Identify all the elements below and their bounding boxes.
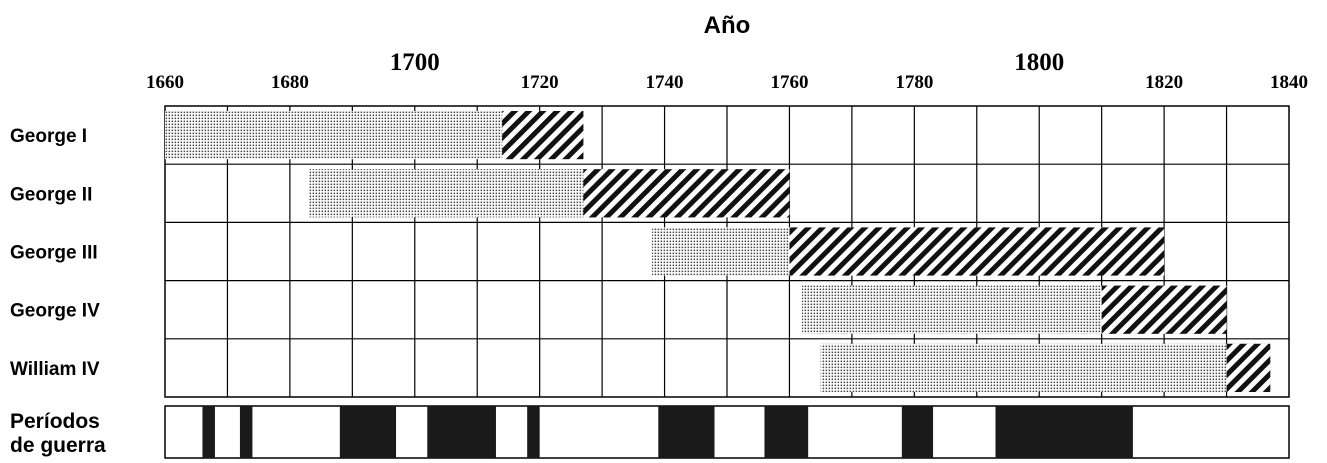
tick-label: 1760 (770, 72, 808, 93)
war-period (764, 406, 809, 458)
tick-label: 1780 (895, 72, 933, 93)
tick-label: 1820 (1145, 72, 1183, 93)
reign-bar (1101, 285, 1227, 334)
row-label: George III (10, 243, 98, 264)
war-row-label-line: de guerra (10, 434, 106, 457)
row-label: William IV (10, 359, 100, 380)
reign-bar (502, 111, 584, 160)
chart-title: Año (704, 12, 751, 39)
war-periods-row (164, 405, 1290, 459)
life-bar (820, 343, 1271, 392)
war-period (339, 406, 397, 458)
war-period (527, 406, 540, 458)
war-period (427, 406, 496, 458)
war-row-label: Períodos de guerra (10, 410, 106, 457)
reign-bar (1226, 343, 1271, 392)
row-label: George IV (10, 301, 100, 322)
reign-bar (789, 227, 1165, 276)
row-label: George II (10, 184, 92, 205)
row-labels: George I George II George III George IV Will… (10, 126, 106, 457)
war-period (901, 406, 934, 458)
tick-label: 1800 (1014, 49, 1064, 76)
tick-label: 1680 (271, 72, 309, 93)
tick-label: 1660 (146, 72, 184, 93)
war-row-label-line: Períodos (10, 410, 100, 433)
tick-label: 1740 (646, 72, 684, 93)
tick-label: 1720 (521, 72, 559, 93)
tick-label: 1700 (390, 49, 440, 76)
x-axis-tick-labels: 1660 1680 1700 1720 1740 1760 1780 1800 1820 1840 (146, 49, 1308, 93)
bars-layer (165, 111, 1271, 392)
row-label: George I (10, 126, 87, 147)
war-period (995, 406, 1133, 458)
war-period (202, 406, 215, 458)
war-period (658, 406, 715, 458)
war-period (239, 406, 253, 458)
tick-label: 1840 (1270, 72, 1308, 93)
reign-bar (583, 169, 790, 218)
